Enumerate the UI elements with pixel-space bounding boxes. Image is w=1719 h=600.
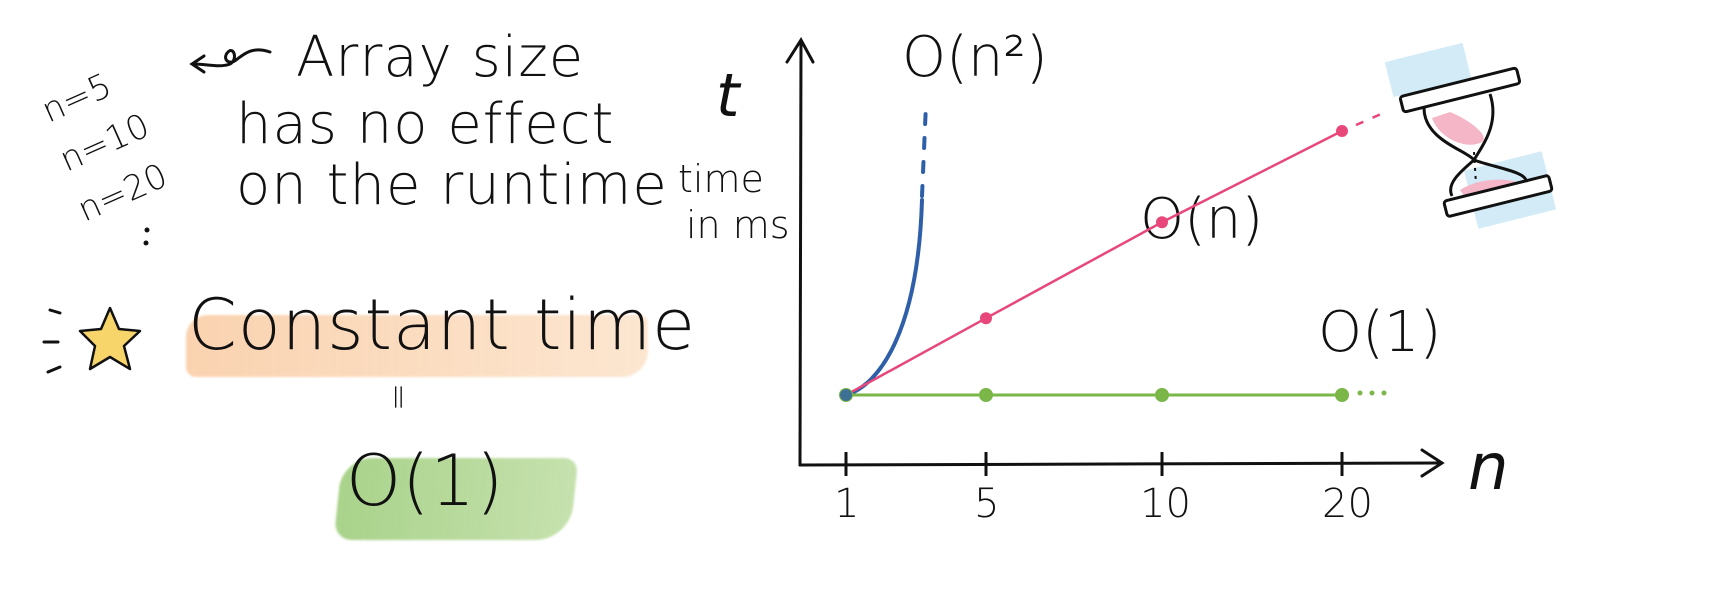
- x-axis-label: n: [1468, 431, 1509, 505]
- constant-time-label: Constant time: [188, 284, 697, 366]
- big-o-constant-label: O(1): [346, 440, 505, 522]
- x-tick-label: 1: [834, 481, 860, 527]
- series-layer: [839, 102, 1389, 402]
- data-point-linear: [1336, 125, 1348, 137]
- series-label-quadratic: O(n²): [902, 25, 1048, 90]
- constant-time-highlight: [186, 315, 648, 377]
- x-axis-ticks: [844, 452, 1344, 476]
- x-tick-label: 5: [974, 481, 1000, 527]
- data-point-origin: [840, 389, 852, 401]
- data-point-linear: [1156, 216, 1168, 229]
- series-label-constant: O(1): [1318, 300, 1442, 365]
- x-tick-label: 10: [1140, 481, 1191, 527]
- caption-line-3: on the runtime: [236, 153, 668, 218]
- y-axis-arrowhead: [785, 37, 815, 64]
- trail-dot-constant: [1369, 390, 1375, 396]
- series-line-linear-dashed: [1355, 109, 1389, 127]
- series-line-quadratic: [844, 198, 924, 397]
- y-axis-symbol: t: [716, 61, 740, 131]
- trail-dot-constant: [1381, 390, 1387, 396]
- hourglass-icon: [1384, 42, 1557, 229]
- data-point-constant: [1155, 388, 1169, 402]
- trail-dot-constant: [1357, 390, 1363, 396]
- data-point-constant: [1335, 388, 1349, 402]
- ellipsis-dot: [143, 240, 149, 246]
- x-axis: [798, 461, 1442, 467]
- data-point-constant: [979, 388, 993, 402]
- x-tick-label: 20: [1322, 481, 1373, 527]
- caption-line-2: has no effect: [236, 92, 615, 157]
- curly-arrow-icon: [192, 48, 272, 68]
- series-line-linear: [845, 129, 1343, 397]
- x-axis-arrowhead: [1420, 448, 1445, 478]
- series-line-quadratic-dashed: [920, 102, 928, 198]
- curly-arrow-icon: [189, 54, 206, 74]
- chart-axes: [785, 37, 1445, 478]
- y-axis-label-line-1: time: [678, 157, 764, 201]
- caption-line-1: Array size: [296, 25, 585, 90]
- ellipsis-dot: [144, 227, 150, 233]
- y-axis-label-line-2: in ms: [686, 203, 790, 247]
- data-point-linear: [980, 312, 992, 325]
- star-icon: [42, 306, 142, 374]
- y-axis: [798, 40, 803, 467]
